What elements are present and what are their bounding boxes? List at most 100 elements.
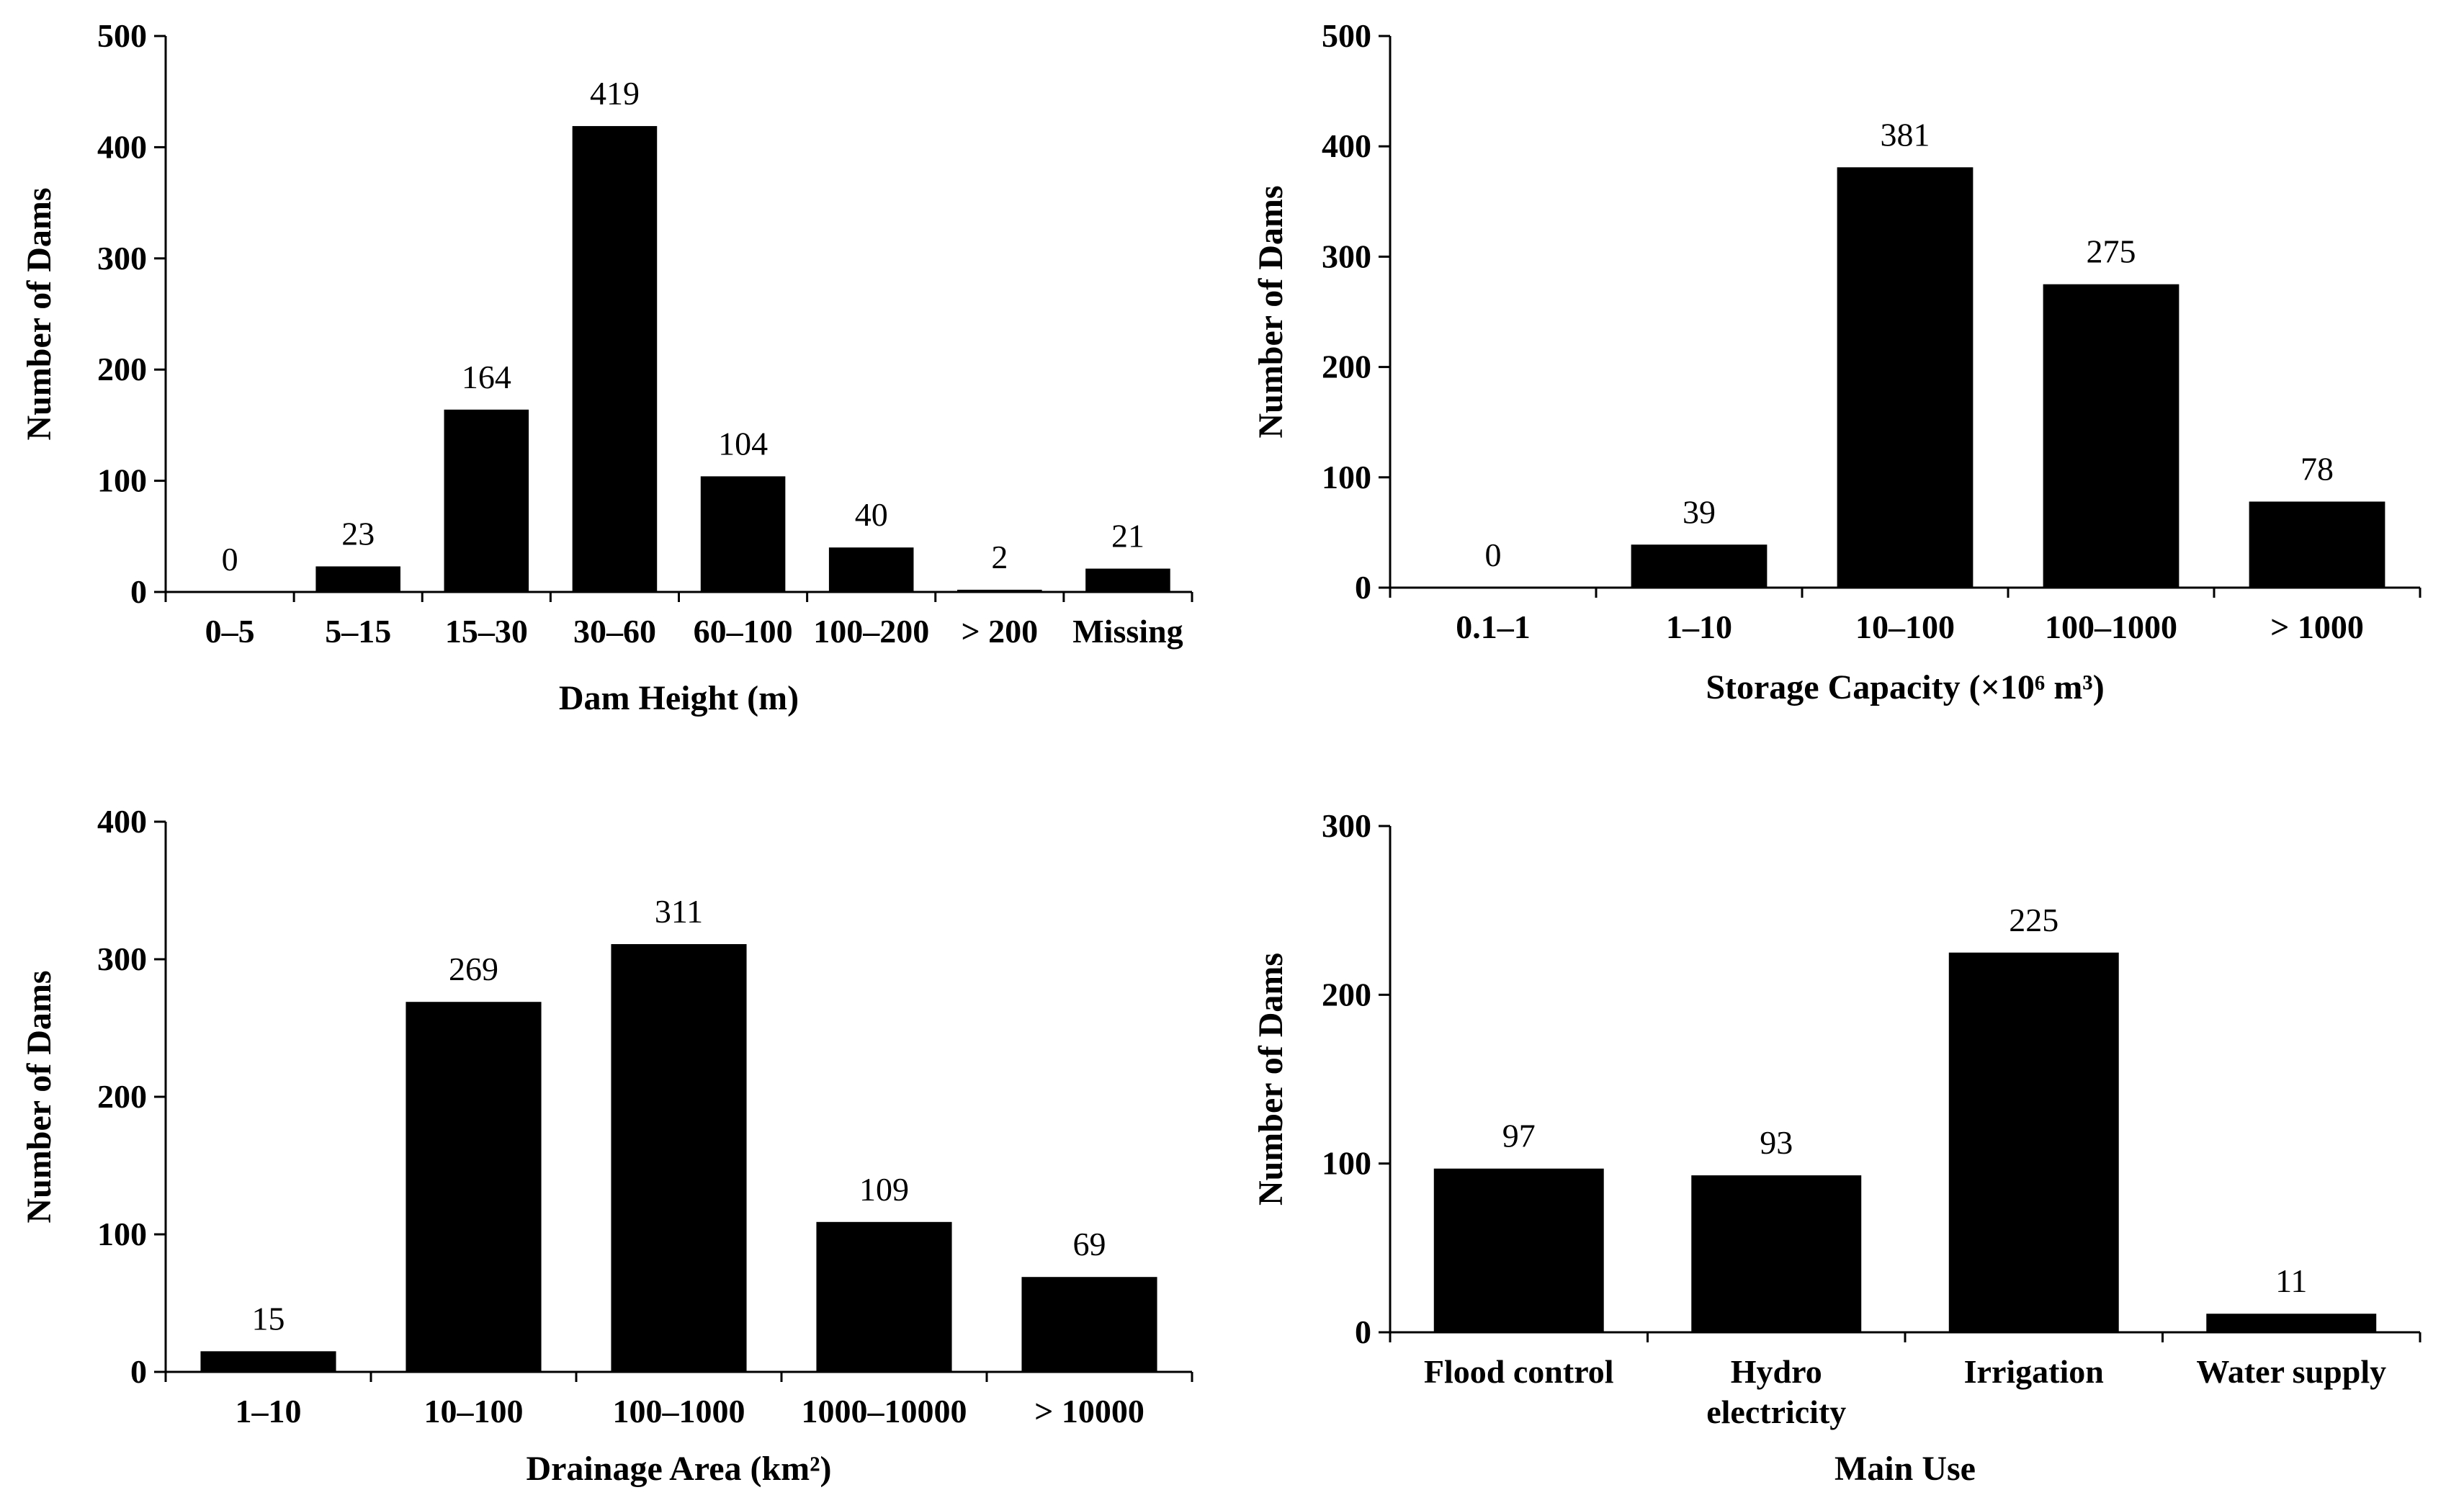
chart-drainage-area-svg: 0 100 200 300 400 15 1–10 269 10–100 311 100–1000 1… <box>20 803 1193 1488</box>
main-use-data-label: 97 <box>1502 1118 1536 1154</box>
dam-height-category-label: 0–5 <box>205 613 255 650</box>
main-use-category-label: Hydro electricity <box>1706 1353 1846 1430</box>
dam-height-data-label: 419 <box>590 75 640 112</box>
main-use-bar <box>1691 1175 1862 1332</box>
chart-main-use: 0 100 200 300 97 Flood control 93 Hydro electric… <box>1232 754 2463 1508</box>
main-use-bar <box>2206 1314 2377 1332</box>
dam-height-data-label: 164 <box>462 359 511 395</box>
storage-capacity-data-label: 39 <box>1683 493 1716 530</box>
drainage-area-data-label: 269 <box>449 951 498 987</box>
dam-height-category-label: 100–200 <box>813 613 929 650</box>
dam-height-category-label: 60–100 <box>694 613 793 650</box>
dam-height-data-label: 104 <box>718 425 768 462</box>
storage-capacity-y-tick-label: 300 <box>1322 238 1371 274</box>
storage-capacity-x-axis-title: Storage Capacity (×10⁶ m³) <box>1706 668 2104 706</box>
dam-height-data-label: 21 <box>1111 518 1144 555</box>
storage-capacity-bar <box>2249 501 2385 588</box>
dam-height-y-tick-label: 0 <box>130 573 147 610</box>
main-use-category-label: Water supply <box>2196 1353 2386 1390</box>
main-use-bar <box>1948 952 2119 1332</box>
chart-drainage-area: 0 100 200 300 400 15 1–10 269 10–100 311 100–1000 1… <box>0 754 1232 1508</box>
drainage-area-bar <box>816 1221 952 1372</box>
storage-capacity-bar <box>1837 167 1974 588</box>
main-use-y-tick-label: 0 <box>1355 1314 1371 1350</box>
main-use-y-tick-label: 200 <box>1322 976 1371 1013</box>
chart-main-use-svg: 0 100 200 300 97 Flood control 93 Hydro electric… <box>1252 807 2422 1488</box>
dam-height-y-tick-label: 400 <box>97 128 147 165</box>
dam-height-category-label: > 200 <box>961 613 1038 650</box>
storage-capacity-category-label: 1–10 <box>1666 609 1732 645</box>
dam-height-bar <box>315 566 400 592</box>
main-use-y-tick-label: 300 <box>1322 807 1371 844</box>
drainage-area-y-tick-label: 400 <box>97 803 147 840</box>
dam-height-bar <box>700 476 786 592</box>
drainage-area-data-label: 109 <box>859 1171 909 1208</box>
drainage-area-x-axis-title: Drainage Area (km²) <box>526 1450 831 1488</box>
drainage-area-y-tick-label: 200 <box>97 1078 147 1115</box>
storage-capacity-category-label: > 1000 <box>2270 609 2364 645</box>
drainage-area-category-label: 1–10 <box>236 1393 302 1430</box>
dam-height-category-label: 5–15 <box>325 613 391 650</box>
main-use-y-axis-title: Number of Dams <box>1252 953 1290 1206</box>
storage-capacity-data-label: 78 <box>2301 451 2334 488</box>
dam-height-x-axis-title: Dam Height (m) <box>559 679 799 717</box>
drainage-area-y-axis-title: Number of Dams <box>20 970 58 1223</box>
dam-height-bar <box>572 126 658 593</box>
dam-height-category-label: Missing <box>1072 613 1183 650</box>
drainage-area-data-label: 311 <box>655 893 703 930</box>
storage-capacity-y-tick-label: 200 <box>1322 349 1371 385</box>
dam-height-y-tick-label: 200 <box>97 351 147 387</box>
dam-height-bar <box>957 589 1042 592</box>
dam-height-bar <box>828 547 914 592</box>
storage-capacity-category-label: 100–1000 <box>2045 609 2177 645</box>
drainage-area-category-label: 10–100 <box>424 1393 524 1430</box>
dam-height-data-label: 23 <box>341 515 375 552</box>
storage-capacity-y-tick-label: 100 <box>1322 459 1371 495</box>
dam-height-bar <box>444 409 529 592</box>
dam-height-bar <box>1085 568 1170 592</box>
drainage-area-category-label: 1000–10000 <box>802 1393 967 1430</box>
chart-storage-capacity: 0 100 200 300 400 500 0 0.1–1 39 1–10 381 10–100 275… <box>1232 0 2463 754</box>
dam-height-y-tick-label: 300 <box>97 240 147 277</box>
dam-height-data-label: 0 <box>222 541 238 578</box>
drainage-area-bar <box>406 1002 542 1372</box>
storage-capacity-y-tick-label: 0 <box>1355 569 1371 606</box>
main-use-category-label: Flood control <box>1424 1353 1614 1390</box>
dam-height-data-label: 2 <box>991 539 1008 575</box>
storage-capacity-data-label: 275 <box>2087 233 2136 270</box>
dam-height-data-label: 40 <box>855 496 888 533</box>
storage-capacity-y-tick-label: 400 <box>1322 127 1371 164</box>
storage-capacity-category-label: 0.1–1 <box>1456 609 1531 645</box>
main-use-data-label: 225 <box>2009 902 2058 938</box>
chart-storage-capacity-svg: 0 100 200 300 400 500 0 0.1–1 39 1–10 381 10–100 275… <box>1252 17 2422 706</box>
main-use-category-label: Irrigation <box>1964 1353 2104 1390</box>
dam-height-category-label: 15–30 <box>445 613 528 650</box>
main-use-bar <box>1433 1168 1604 1332</box>
storage-capacity-bar <box>1631 544 1768 588</box>
main-use-x-axis-title: Main Use <box>1834 1450 1976 1488</box>
drainage-area-data-label: 69 <box>1073 1226 1106 1262</box>
storage-capacity-y-tick-label: 500 <box>1322 17 1371 54</box>
storage-capacity-bar <box>2043 284 2179 588</box>
dam-height-y-tick-label: 500 <box>97 17 147 54</box>
drainage-area-data-label: 15 <box>252 1300 285 1337</box>
drainage-area-y-tick-label: 300 <box>97 941 147 977</box>
drainage-area-bar <box>611 943 747 1372</box>
main-use-y-tick-label: 100 <box>1322 1145 1371 1182</box>
drainage-area-category-label: > 10000 <box>1034 1393 1144 1430</box>
main-use-data-label: 11 <box>2275 1262 2307 1299</box>
storage-capacity-data-label: 0 <box>1485 537 1502 573</box>
drainage-area-y-tick-label: 0 <box>130 1353 147 1390</box>
storage-capacity-category-label: 10–100 <box>1855 609 1955 645</box>
main-use-data-label: 93 <box>1760 1124 1793 1161</box>
drainage-area-category-label: 100–1000 <box>613 1393 745 1430</box>
dam-height-y-tick-label: 100 <box>97 462 147 499</box>
chart-dam-height-svg: 0 100 200 300 400 500 0 0–5 23 5–15 164 15–30 419 30–… <box>20 17 1193 717</box>
drainage-area-bar <box>1021 1277 1157 1372</box>
chart-dam-height: 0 100 200 300 400 500 0 0–5 23 5–15 164 15–30 419 30–… <box>0 0 1232 754</box>
dam-height-y-axis-title: Number of Dams <box>20 187 58 440</box>
dam-height-category-label: 30–60 <box>573 613 656 650</box>
drainage-area-y-tick-label: 100 <box>97 1216 147 1252</box>
storage-capacity-data-label: 381 <box>1881 116 1930 153</box>
drainage-area-bar <box>200 1351 336 1372</box>
